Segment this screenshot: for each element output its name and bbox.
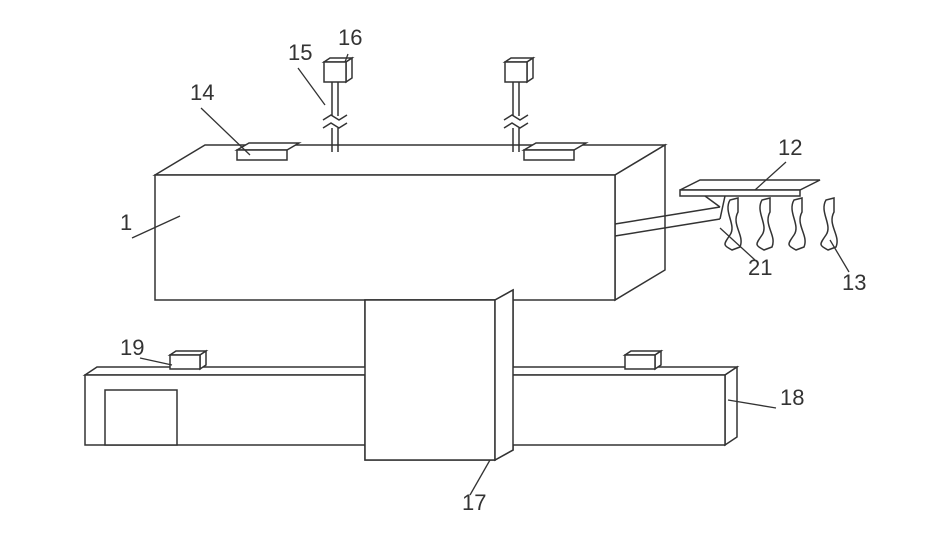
slot-14-top-0 — [237, 143, 299, 150]
left-inset-panel — [105, 390, 177, 445]
slot-14-front-1 — [524, 150, 574, 160]
crossbar-top-0 — [85, 367, 377, 375]
main-top — [155, 145, 665, 175]
stud-front-1 — [625, 355, 655, 369]
label-l21: 21 — [748, 255, 772, 280]
label-l17: 17 — [462, 490, 486, 515]
main-front — [155, 175, 615, 300]
crossbar-front-1 — [495, 375, 725, 445]
crossbar-top-1 — [495, 367, 737, 375]
stud-side-1 — [655, 351, 661, 369]
label-l1: 1 — [120, 210, 132, 235]
crossbar-side-1 — [725, 367, 737, 445]
cap-16-front-0 — [324, 62, 346, 82]
cap-16-front-1 — [505, 62, 527, 82]
plate-12-front — [680, 190, 800, 196]
column-side-over — [495, 290, 513, 460]
label-l18: 18 — [780, 385, 804, 410]
slot-14-top-1 — [524, 143, 586, 150]
label-l12: 12 — [778, 135, 802, 160]
column-front-over — [365, 300, 495, 460]
slot-14-front-0 — [237, 150, 287, 160]
label-l16: 16 — [338, 25, 362, 50]
label-l15: 15 — [288, 40, 312, 65]
label-l14: 14 — [190, 80, 214, 105]
stud-front-0 — [170, 355, 200, 369]
stud-side-0 — [200, 351, 206, 369]
cap-16-side-1 — [527, 58, 533, 82]
plate-12-top — [680, 180, 820, 190]
label-l13: 13 — [842, 270, 866, 295]
main-block — [155, 145, 665, 300]
label-l19: 19 — [120, 335, 144, 360]
cap-16-side-0 — [346, 58, 352, 82]
